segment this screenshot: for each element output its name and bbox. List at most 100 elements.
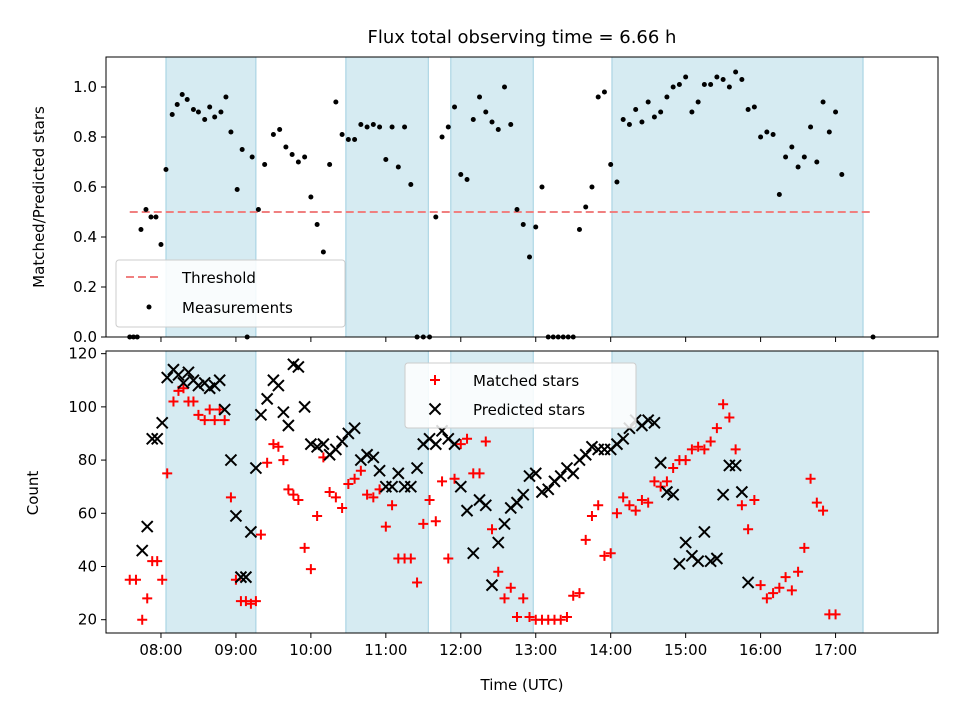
matched-point	[749, 494, 760, 505]
measurement-point	[826, 129, 832, 135]
matched-point	[499, 593, 510, 604]
matched-point	[493, 566, 504, 577]
matched-point	[462, 433, 473, 444]
measurement-point	[207, 104, 213, 110]
measurement-point	[820, 99, 826, 105]
predicted-point	[151, 432, 164, 445]
predicted-point	[182, 366, 195, 379]
measurement-point	[795, 164, 801, 170]
legend-label-threshold: Threshold	[181, 269, 256, 287]
measurement-point	[327, 162, 333, 167]
measurement-point	[352, 137, 358, 142]
predicted-point	[317, 437, 330, 451]
matched-point	[699, 444, 710, 455]
plot-frame	[105, 56, 939, 338]
matched-point	[487, 524, 498, 535]
predicted-point	[272, 379, 285, 392]
measurement-point	[402, 124, 408, 130]
predicted-point	[641, 413, 655, 427]
matched-point	[299, 542, 310, 553]
measurement-point	[595, 94, 601, 100]
matched-point	[830, 609, 841, 620]
matched-point	[142, 593, 153, 604]
measurement-point	[689, 109, 695, 115]
measurement-point	[770, 132, 776, 137]
measurement-point	[202, 117, 208, 122]
legend-label-matched: Matched stars	[473, 372, 579, 390]
predicted-point	[172, 368, 185, 382]
x-tick-label: 16:00	[739, 641, 782, 659]
predicted-point	[177, 376, 190, 390]
top-chart-panel: 0.0 0.2 0.4 0.6 0.8 1.0 Threshold Measurements	[73, 56, 939, 346]
predicted-point	[698, 525, 711, 539]
bottom-chart-ylabel: Count	[24, 471, 42, 516]
matched-point	[337, 502, 348, 513]
measurement-point	[333, 99, 339, 105]
x-tick-label: 14:00	[589, 641, 632, 659]
predicted-point	[367, 451, 380, 464]
matched-point	[799, 542, 810, 553]
legend-predicted-swatch	[428, 402, 442, 416]
measurement-point	[514, 207, 520, 212]
y-tick-label: 40	[78, 557, 97, 575]
predicted-point	[161, 371, 174, 384]
predicted-point	[292, 360, 305, 374]
plot-frame	[105, 350, 939, 634]
measurement-point	[608, 162, 614, 167]
measurement-point	[601, 89, 607, 95]
matched-point	[668, 463, 679, 474]
predicted-point	[710, 552, 724, 565]
y-tick-label: 0.8	[73, 128, 97, 146]
measurement-point	[212, 114, 218, 120]
measurement-point	[228, 129, 234, 135]
matched-point	[711, 423, 722, 434]
matched-point	[474, 468, 485, 479]
measurement-point	[308, 194, 314, 200]
measurement-point	[739, 77, 745, 82]
matched-point	[430, 516, 441, 527]
predicted-point	[523, 469, 536, 483]
measurement-point	[589, 184, 595, 190]
measurement-point	[583, 204, 589, 210]
measurement-point	[464, 177, 470, 182]
matched-point	[561, 612, 572, 623]
matched-point	[137, 614, 148, 625]
predicted-point	[729, 459, 742, 472]
matched-point	[593, 500, 604, 511]
measurement-point	[726, 84, 732, 90]
measurement-point	[533, 224, 539, 230]
measurement-point	[270, 132, 276, 137]
top-chart-title: Flux total observing time = 6.66 h	[368, 27, 677, 48]
predicted-point	[454, 480, 467, 493]
observing-window-band	[611, 350, 864, 634]
measurement-point	[445, 124, 451, 130]
matched-point	[330, 492, 341, 503]
measurement-point	[620, 117, 626, 122]
matched-point	[293, 494, 304, 505]
matched-point	[480, 436, 491, 447]
matched-point	[518, 593, 529, 604]
top-chart-ylabel: Matched/Predicted stars	[30, 106, 48, 288]
matched-point	[586, 510, 597, 521]
predicted-point	[616, 432, 630, 445]
matched-point	[250, 596, 261, 607]
measurement-point	[433, 214, 439, 220]
matched-point	[805, 473, 816, 484]
predicted-point	[244, 525, 258, 539]
matched-point	[599, 550, 610, 561]
matched-point	[168, 396, 179, 407]
matched-point	[209, 415, 220, 426]
measurement-point	[195, 109, 201, 115]
matched-point	[214, 404, 225, 415]
predicted-point	[467, 546, 480, 560]
matched-point	[611, 508, 622, 519]
matched-point	[278, 455, 289, 466]
legend-label-measurements: Measurements	[182, 299, 293, 317]
bottom-chart-panel: 08:00 09:00 10:00 11:00 12:00 13:00 14:00 15:00…	[68, 345, 939, 659]
predicted-point	[517, 488, 530, 501]
measurement-point	[714, 74, 720, 80]
measurement-point	[626, 122, 632, 127]
measurement-point	[670, 84, 676, 90]
x-tick-label: 13:00	[514, 641, 557, 659]
predicted-point	[510, 496, 524, 509]
